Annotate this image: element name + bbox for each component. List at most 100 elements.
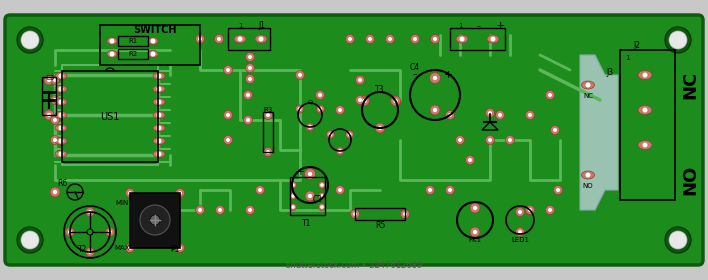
Ellipse shape [234,35,246,43]
Text: +: + [443,70,452,80]
Circle shape [515,227,525,237]
Circle shape [53,98,57,102]
Circle shape [291,183,295,187]
Circle shape [296,105,304,113]
Polygon shape [482,122,498,130]
Ellipse shape [107,38,117,45]
Circle shape [515,207,525,216]
Circle shape [518,230,522,234]
Circle shape [246,74,254,83]
Circle shape [246,53,254,62]
Circle shape [378,126,382,130]
Circle shape [140,205,170,235]
Circle shape [468,158,472,162]
Ellipse shape [148,38,158,45]
Ellipse shape [255,35,267,43]
Text: NO: NO [681,165,699,195]
Circle shape [59,74,64,78]
Circle shape [178,246,182,250]
Ellipse shape [638,71,652,80]
Circle shape [375,123,385,133]
Ellipse shape [55,137,67,144]
Circle shape [394,99,398,103]
Circle shape [263,148,273,157]
Ellipse shape [107,50,117,57]
Ellipse shape [581,81,595,89]
Bar [620,50,675,200]
Text: 1: 1 [458,23,462,29]
Circle shape [156,125,161,130]
Text: C3: C3 [45,75,55,81]
Circle shape [226,113,230,117]
Circle shape [176,188,185,197]
Ellipse shape [55,99,67,106]
Circle shape [226,68,230,72]
Text: J2: J2 [634,41,641,50]
Circle shape [47,113,51,117]
Circle shape [346,34,355,43]
Circle shape [338,188,342,192]
Circle shape [21,231,39,249]
Circle shape [17,27,43,53]
Circle shape [248,55,252,59]
Circle shape [297,107,302,111]
Text: R6: R6 [57,179,67,188]
Bar [130,193,180,248]
Ellipse shape [581,171,595,179]
Circle shape [256,185,265,195]
Circle shape [156,74,161,78]
Circle shape [53,78,57,82]
Circle shape [266,113,270,117]
Circle shape [156,139,161,143]
Circle shape [669,31,687,49]
Circle shape [545,90,554,99]
Circle shape [486,109,494,118]
Circle shape [353,212,357,216]
Circle shape [53,190,57,194]
Circle shape [156,151,161,157]
Circle shape [291,194,295,198]
Text: LED1: LED1 [511,237,529,243]
Circle shape [198,37,202,41]
Text: R2: R2 [128,51,137,57]
Circle shape [50,187,60,197]
Circle shape [498,113,502,117]
Circle shape [178,191,182,195]
Circle shape [319,181,326,188]
Circle shape [525,111,535,120]
Circle shape [308,194,312,198]
Circle shape [215,206,224,214]
Ellipse shape [153,99,165,106]
Circle shape [642,73,648,78]
Circle shape [59,87,64,92]
Circle shape [86,248,94,256]
Circle shape [316,90,324,99]
Text: MIN: MIN [115,200,129,206]
Text: C4: C4 [410,64,420,73]
Bar [355,208,405,220]
Circle shape [59,99,64,104]
Text: shutterstock.com • 2247612689: shutterstock.com • 2247612689 [286,262,422,270]
Circle shape [246,64,254,73]
Circle shape [348,37,352,41]
Circle shape [551,125,559,134]
Circle shape [87,229,93,235]
Ellipse shape [55,85,67,92]
Circle shape [319,193,326,199]
Circle shape [491,36,496,41]
Circle shape [362,99,367,103]
Circle shape [128,191,132,195]
Circle shape [528,113,532,117]
Circle shape [156,87,161,92]
Circle shape [198,208,202,212]
Circle shape [150,215,160,225]
Circle shape [554,185,562,195]
Circle shape [151,39,156,43]
Circle shape [642,143,648,148]
Bar [118,36,148,46]
Circle shape [295,71,304,80]
Circle shape [556,188,560,192]
Bar [263,112,273,152]
Circle shape [488,138,492,142]
Text: -: - [413,69,417,81]
